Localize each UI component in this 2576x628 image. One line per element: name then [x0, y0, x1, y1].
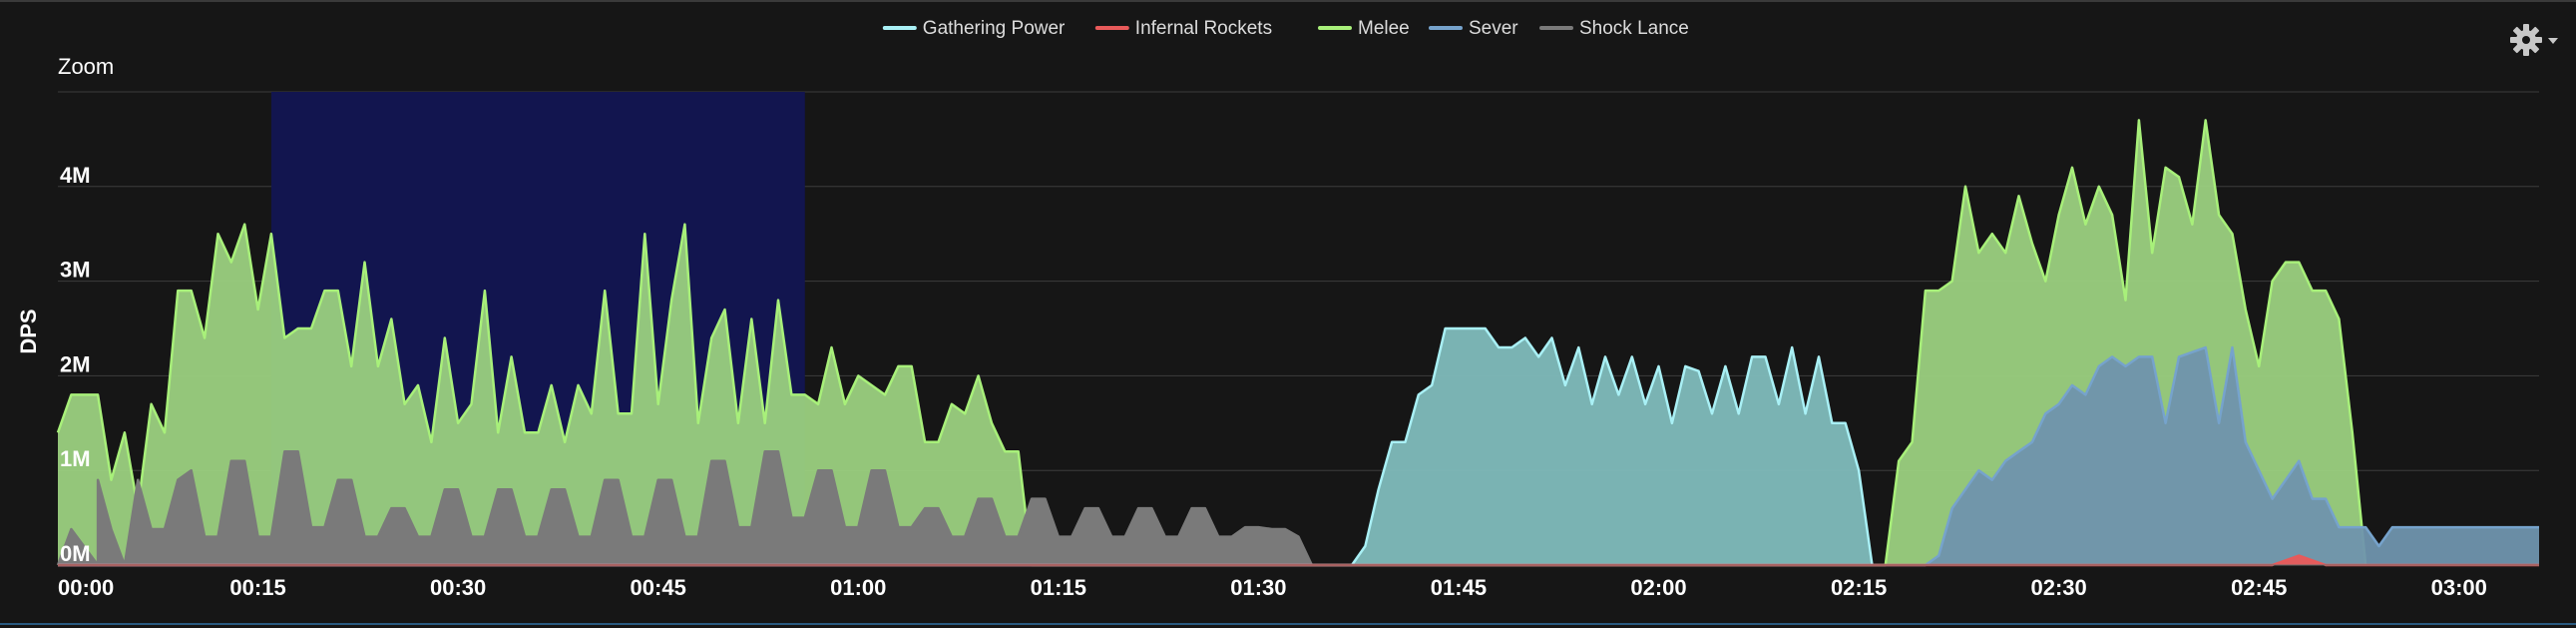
x-tick-label: 01:45: [1431, 575, 1487, 600]
x-axis: 00:00 00:15 00:30 00:45 01:00 01:15 01:30 01:45…: [58, 564, 2539, 600]
legend-label: Shock Lance: [1579, 18, 1689, 39]
x-tick-label: 03:00: [2431, 575, 2487, 600]
y-axis: 0M 1M 2M 3M 4M: [60, 163, 91, 566]
series-shock-lance-line: [56, 449, 1314, 567]
series-melee: [56, 119, 2367, 567]
legend-item-infernal-rockets[interactable]: Infernal Rockets: [1094, 18, 1272, 39]
legend-item-sever[interactable]: Sever: [1429, 18, 1518, 39]
legend-label: Gathering Power: [923, 18, 1066, 39]
series-melee-line: [56, 119, 2367, 567]
x-tick-label: 00:30: [430, 575, 486, 600]
legend-label: Infernal Rockets: [1135, 18, 1272, 39]
x-tick-label: 01:30: [1230, 575, 1286, 600]
x-tick-label: 02:15: [1831, 575, 1887, 600]
series-gathering-power: [58, 326, 1874, 567]
legend-label: Melee: [1358, 18, 1410, 39]
series-areas: [56, 119, 2539, 567]
gear-icon[interactable]: [2508, 22, 2560, 62]
legend-item-gathering-power[interactable]: Gathering Power: [882, 18, 1066, 39]
series-melee-area: [58, 120, 2366, 566]
series-sever-line: [58, 345, 2539, 567]
series-shock-lance-area: [58, 451, 1312, 565]
x-tick-label: 02:00: [1630, 575, 1686, 600]
legend[interactable]: Gathering Power Infernal Rockets Melee Seve…: [882, 18, 1689, 39]
series-gathering-power-line: [58, 326, 1874, 567]
x-tick-label: 00:45: [631, 575, 686, 600]
legend-label: Sever: [1469, 18, 1518, 39]
legend-item-melee[interactable]: Melee: [1318, 18, 1410, 39]
x-tick-label: 00:15: [229, 575, 285, 600]
x-tick-label: 02:45: [2231, 575, 2287, 600]
chevron-down-icon: [2548, 38, 2558, 44]
series-gathering-power-area: [58, 328, 1873, 565]
x-tick-label: 01:15: [1031, 575, 1086, 600]
zoom-label[interactable]: Zoom: [58, 54, 114, 79]
series-sever-area: [58, 347, 2539, 565]
x-tick-label: 00:00: [58, 575, 114, 600]
series-infernal-rockets-area: [58, 555, 2539, 565]
x-tick-label: 01:00: [830, 575, 886, 600]
y-tick-label: 1M: [60, 446, 91, 471]
y-tick-label: 0M: [60, 541, 91, 566]
y-tick-label: 3M: [60, 258, 91, 283]
legend-item-shock-lance[interactable]: Shock Lance: [1539, 18, 1689, 39]
series-sever: [58, 345, 2539, 567]
x-tick-label: 02:30: [2031, 575, 2087, 600]
y-tick-label: 2M: [60, 351, 91, 376]
y-axis-title: DPS: [16, 309, 41, 353]
series-shock-lance: [56, 449, 1314, 567]
y-tick-label: 4M: [60, 163, 91, 188]
